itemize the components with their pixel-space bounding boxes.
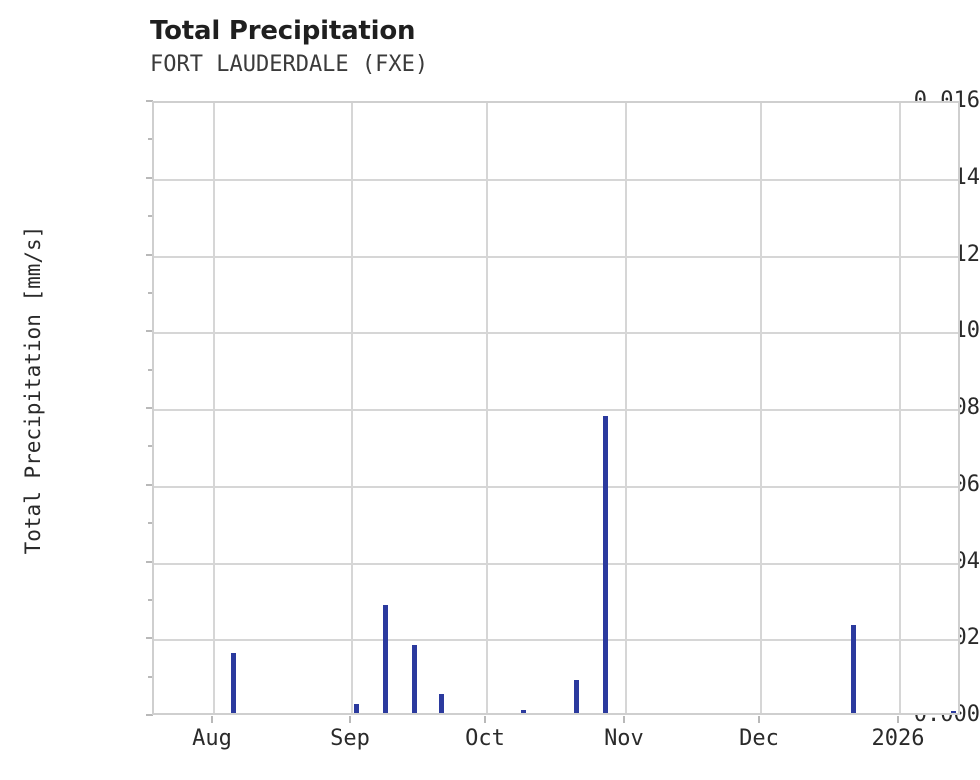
gridline-vertical	[759, 103, 762, 713]
y-tick-mark-minor	[148, 291, 153, 294]
y-tick-mark-minor	[148, 522, 153, 525]
y-tick-mark	[146, 330, 153, 333]
gridline-vertical	[899, 103, 902, 713]
y-tick-mark-minor	[148, 598, 153, 601]
x-tick-label: Nov	[604, 726, 644, 751]
gridline-vertical	[624, 103, 627, 713]
bar	[411, 645, 417, 713]
bar	[439, 694, 445, 713]
gridline-horizontal	[154, 409, 958, 411]
gridline-vertical	[350, 103, 353, 713]
bar	[231, 653, 237, 713]
bar	[520, 709, 526, 713]
plot-inner	[154, 103, 958, 713]
bar	[950, 711, 956, 713]
bar	[573, 680, 579, 713]
y-tick-mark	[146, 407, 153, 409]
gridline-vertical	[213, 103, 216, 713]
bar	[851, 625, 857, 713]
bar	[603, 415, 609, 713]
gridline-horizontal	[154, 562, 958, 565]
y-tick-mark-minor	[148, 215, 153, 218]
x-tick-label: 2026	[871, 726, 925, 751]
x-tick-label: Sep	[330, 726, 370, 751]
y-tick-mark-minor	[148, 445, 153, 448]
gridline-horizontal	[154, 178, 958, 181]
x-tick-mark	[897, 716, 900, 723]
x-tick-label: Aug	[192, 726, 232, 751]
gridline-horizontal	[154, 639, 958, 642]
y-tick-mark	[146, 714, 153, 716]
x-tick-mark	[348, 716, 351, 723]
chart-subtitle: FORT LAUDERDALE (FXE)	[150, 52, 429, 77]
y-tick-mark-minor	[148, 138, 153, 141]
x-tick-label: Oct	[465, 726, 505, 751]
bar	[382, 605, 388, 713]
y-tick-mark	[146, 560, 153, 563]
y-tick-mark	[146, 637, 153, 640]
gridline-horizontal	[154, 332, 958, 335]
x-tick-mark	[211, 716, 214, 723]
page-title: Total Precipitation	[150, 16, 416, 46]
plot-area	[152, 101, 960, 715]
y-tick-mark	[146, 100, 153, 102]
gridline-vertical	[485, 103, 488, 713]
y-tick-mark	[146, 176, 153, 179]
x-tick-mark	[757, 716, 760, 723]
y-tick-mark	[146, 253, 153, 256]
y-tick-mark	[146, 483, 153, 486]
x-tick-label: Dec	[739, 726, 779, 751]
x-tick-mark	[622, 716, 625, 723]
y-axis-title: Total Precipitation [mm/s]	[21, 225, 45, 555]
gridline-horizontal	[154, 485, 958, 488]
gridline-horizontal	[154, 255, 958, 258]
y-tick-mark-minor	[148, 368, 153, 371]
y-tick-mark-minor	[148, 675, 153, 678]
bar	[354, 704, 360, 713]
x-tick-mark	[483, 716, 486, 723]
